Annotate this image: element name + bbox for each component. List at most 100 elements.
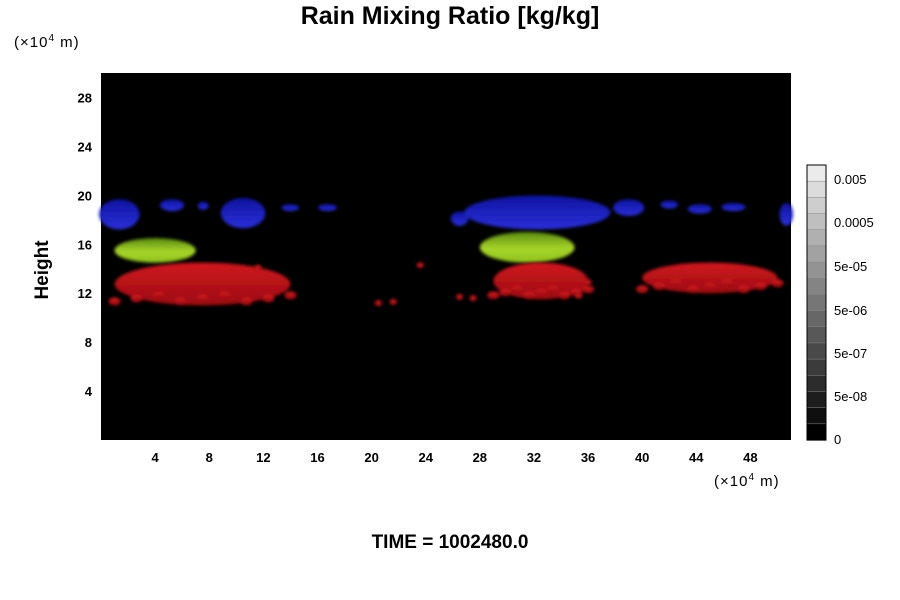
- colorbar-label: 0.0005: [834, 215, 874, 230]
- red-speck: [469, 295, 477, 302]
- blue-cloud: [220, 198, 266, 229]
- red-specks: [254, 262, 592, 306]
- x-tick-label: 4: [152, 450, 160, 465]
- red-droplet: [771, 279, 784, 288]
- x-tick-label: 16: [310, 450, 324, 465]
- colorbar-swatch: [806, 391, 827, 409]
- red-droplet: [174, 297, 187, 306]
- green-core: [114, 238, 196, 263]
- blue-cloud: [197, 201, 209, 210]
- blue-cloud: [660, 200, 678, 209]
- red-droplet: [703, 282, 716, 291]
- colorbar-swatch: [806, 358, 827, 377]
- red-droplet: [262, 294, 275, 303]
- red-droplet: [686, 285, 699, 294]
- colorbar-swatch: [806, 245, 827, 263]
- red-speck: [374, 299, 382, 306]
- colorbar-label: 0: [834, 432, 841, 447]
- colorbar-swatch: [806, 375, 827, 393]
- red-droplet: [130, 294, 143, 303]
- red-speck: [575, 292, 583, 299]
- colorbar-swatch: [806, 310, 827, 328]
- chart-title: Rain Mixing Ratio [kg/kg]: [300, 2, 600, 30]
- red-droplet: [534, 288, 547, 297]
- x-tick-label: 28: [473, 450, 487, 465]
- colorbar-swatch: [806, 342, 827, 360]
- red-droplet: [636, 285, 649, 294]
- red-cloud: [487, 262, 595, 300]
- colorbar-label: 5e-05: [834, 259, 867, 274]
- green-core: [479, 232, 575, 263]
- colorbar-swatch: [806, 229, 827, 247]
- green-cloud: [114, 238, 196, 263]
- red-droplet: [653, 282, 666, 291]
- y-tick-label: 16: [78, 237, 92, 252]
- red-droplet: [754, 282, 767, 291]
- red-cloud: [108, 262, 297, 306]
- time-label: TIME = 1002480.0: [371, 532, 529, 553]
- blue-cloud: [450, 211, 469, 226]
- y-tick-label: 4: [85, 384, 93, 399]
- red-droplet: [284, 291, 297, 300]
- colorbar-frame: [806, 164, 827, 441]
- blue-cloud: [159, 199, 185, 212]
- colorbar-swatch: [806, 213, 827, 231]
- green-cloud: [479, 232, 575, 263]
- red-droplet: [218, 291, 231, 300]
- x-tick-label: 20: [364, 450, 378, 465]
- red-droplet: [487, 291, 500, 300]
- y-ticks: 4 8 12 16 20 24 28: [78, 90, 93, 399]
- y-tick-label: 20: [78, 188, 92, 203]
- colorbar-swatch: [806, 277, 827, 296]
- data-layer: [99, 195, 793, 306]
- red-droplet: [582, 285, 595, 294]
- blue-cloud: [687, 204, 712, 214]
- y-tick-label: 24: [78, 139, 93, 154]
- red-speck: [389, 298, 397, 305]
- x-tick-label: 12: [256, 450, 270, 465]
- colorbar-swatch: [806, 326, 827, 344]
- colorbar-swatch: [806, 423, 827, 441]
- x-tick-label: 8: [206, 450, 213, 465]
- red-droplet: [737, 285, 750, 294]
- colorbar-swatch: [806, 180, 827, 199]
- colorbar-swatch: [806, 407, 827, 425]
- colorbar-label: 5e-06: [834, 303, 867, 318]
- y-tick-label: 8: [85, 335, 92, 350]
- colorbar-swatch: [806, 261, 827, 279]
- blue-cloud: [464, 195, 611, 230]
- blue-cloud: [281, 204, 300, 212]
- red-droplet: [499, 288, 512, 297]
- x-ticks: 4 8 12 16 20 24 28 32 36 40 44 48: [152, 450, 758, 465]
- x-tick-label: 36: [581, 450, 595, 465]
- red-speck: [254, 264, 262, 271]
- blue-layer: [99, 195, 793, 230]
- blue-cloud: [779, 202, 793, 226]
- x-axis-unit: (×104 m): [714, 472, 780, 490]
- red-speck: [456, 293, 464, 300]
- x-tick-label: 24: [418, 450, 433, 465]
- plot-area: [101, 73, 791, 440]
- blue-cloud: [613, 199, 645, 216]
- red-droplet: [196, 294, 209, 303]
- colorbar-label: 5e-07: [834, 346, 867, 361]
- red-droplet: [546, 285, 559, 294]
- blue-cloud: [318, 204, 338, 212]
- red-cloud: [636, 262, 784, 294]
- blue-cloud: [99, 199, 140, 230]
- x-tick-label: 32: [527, 450, 541, 465]
- colorbar-swatch: [806, 294, 827, 312]
- red-droplet: [558, 291, 571, 300]
- red-speck: [584, 279, 592, 286]
- blue-cloud: [721, 202, 746, 212]
- colorbar-label: 0.005: [834, 172, 867, 187]
- red-droplet: [670, 279, 682, 288]
- y-axis-unit: (×104 m): [14, 33, 80, 51]
- red-speck: [416, 262, 424, 269]
- colorbar-label: 5e-08: [834, 389, 867, 404]
- red-droplet: [511, 285, 524, 294]
- colorbar-swatch: [806, 197, 827, 215]
- red-droplet: [522, 291, 535, 300]
- red-droplet: [240, 297, 253, 306]
